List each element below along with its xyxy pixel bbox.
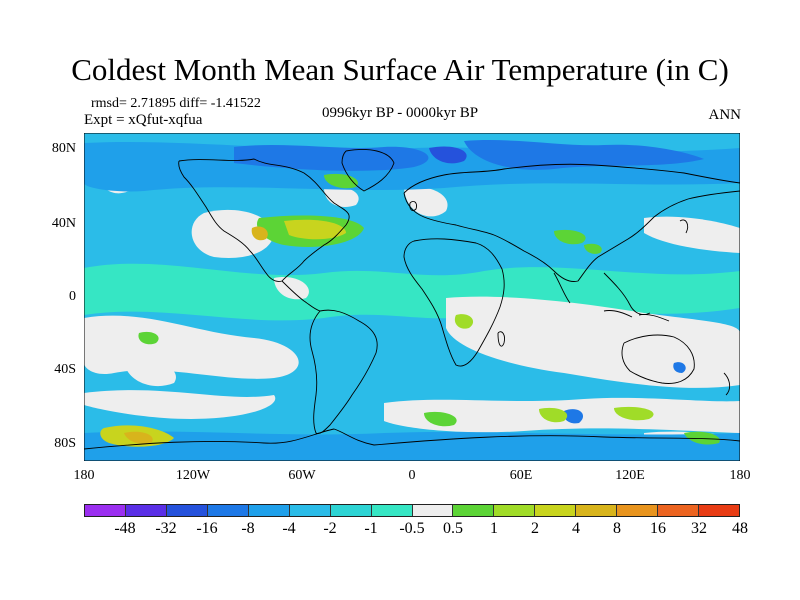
neutral-patch: [404, 186, 448, 217]
colorbar-swatch: [453, 505, 495, 516]
colorbar-swatch: [535, 505, 577, 516]
warm-patch: [454, 314, 474, 329]
colorbar-swatch: [125, 505, 167, 516]
season-text: ANN: [708, 107, 742, 123]
coastlines: [84, 149, 740, 450]
colorbar-label: -0.5: [399, 520, 425, 537]
colorbar-swatch: [412, 505, 454, 516]
lon-label: 180: [729, 468, 751, 483]
colorbar-label: 48: [732, 520, 748, 537]
neutral-patch: [274, 277, 309, 300]
lon-label: 60W: [288, 468, 316, 483]
colorbar-swatch: [371, 505, 413, 516]
colorbar-swatch: [699, 505, 739, 516]
colorbar-label: 4: [572, 520, 580, 537]
colorbar-label: 1: [490, 520, 498, 537]
period-text: 0996kyr BP - 0000kyr BP: [322, 105, 479, 121]
warm-patch: [584, 243, 602, 254]
very-cold-patch: [429, 146, 467, 164]
colorbar-label: 0.5: [443, 520, 463, 537]
warm-patch: [251, 226, 268, 241]
warm-patch: [124, 431, 153, 444]
colorbar: [84, 504, 740, 517]
warm-patch: [614, 406, 654, 421]
colorbar-label: 2: [531, 520, 539, 537]
neutral-patch: [446, 296, 740, 388]
warm-patch: [539, 407, 568, 423]
colorbar-label: 8: [613, 520, 621, 537]
warm-patch: [424, 411, 457, 427]
colorbar-swatch: [289, 505, 331, 516]
stats-text: rmsd= 2.71895 diff= -1.41522: [91, 96, 261, 111]
cool-patch: [84, 431, 740, 461]
cold-patch: [673, 362, 686, 373]
lat-label: 0: [69, 289, 76, 304]
lat-label: 40N: [51, 216, 76, 231]
neutral-patch: [191, 209, 274, 258]
lat-label: 80S: [54, 436, 76, 451]
lat-label: 80N: [51, 141, 76, 156]
colorbar-label: -2: [323, 520, 337, 537]
cold-patch: [464, 140, 704, 170]
colorbar-label: -32: [155, 520, 177, 537]
colorbar-swatch: [330, 505, 372, 516]
colorbar-label: 16: [650, 520, 666, 537]
colorbar-label: -4: [282, 520, 296, 537]
map-title: Coldest Month Mean Surface Air Temperatu…: [71, 52, 729, 87]
colorbar-swatch: [494, 505, 536, 516]
colorbar-swatch: [166, 505, 208, 516]
lon-label: 120W: [175, 468, 211, 483]
colorbar-swatch: [85, 505, 126, 516]
neutral-patch: [644, 216, 740, 253]
warm-patch: [554, 229, 586, 245]
experiment-text: Expt = xQfut-xqfua: [84, 112, 203, 128]
lat-label: 40S: [54, 362, 76, 377]
colorbar-swatch: [207, 505, 249, 516]
colorbar-label: -48: [114, 520, 136, 537]
colorbar-swatch: [248, 505, 290, 516]
neutral-patch: [124, 360, 176, 387]
colorbar-label: -8: [241, 520, 255, 537]
warm-patch: [138, 331, 159, 345]
colorbar-label: -16: [196, 520, 218, 537]
lon-label: 0: [408, 468, 416, 483]
lon-label: 120E: [615, 468, 645, 483]
warm-patch: [284, 219, 346, 240]
lon-label: 180: [73, 468, 95, 483]
cold-patch: [563, 409, 584, 424]
colorbar-swatch: [658, 505, 700, 516]
neutral-patch: [84, 390, 276, 419]
lon-label: 60E: [509, 468, 533, 483]
anomaly-map: [84, 133, 740, 461]
colorbar-swatch: [617, 505, 659, 516]
warm-patch: [684, 431, 720, 445]
colorbar-swatch: [576, 505, 618, 516]
colorbar-label: 32: [691, 520, 707, 537]
colorbar-label: -1: [364, 520, 378, 537]
